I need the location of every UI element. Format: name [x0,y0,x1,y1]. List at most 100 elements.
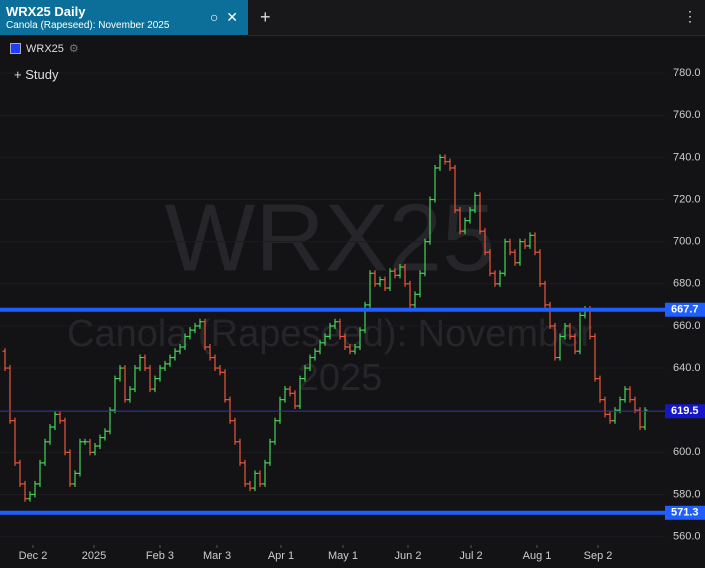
ohlc-bar [202,318,208,350]
ohlc-bar [32,480,38,498]
y-tick-label: 720.0 [673,193,701,205]
legend-symbol[interactable]: WRX25 [26,42,64,55]
ohlc-bar [77,438,83,477]
ohlc-bar [57,411,63,424]
legend[interactable]: WRX25 ⚙ [10,42,79,55]
ohlc-bar [507,238,513,256]
add-tab[interactable]: + [260,7,271,27]
legend-swatch [10,43,21,54]
ohlc-bar [487,249,493,277]
ohlc-bar [62,417,68,456]
tab-subtitle: Canola (Rapeseed): November 2025 [6,20,170,31]
top-bar [248,0,705,36]
ohlc-bar [397,263,403,279]
ohlc-bar [472,192,478,214]
ohlc-bar [332,318,338,329]
ohlc-bar [312,348,318,361]
ohlc-bar [187,327,193,340]
price-label: 667.7 [671,304,699,316]
price-label: 571.3 [671,507,699,519]
ohlc-bar [192,322,198,334]
ohlc-bar [267,438,273,466]
ohlc-bar [297,375,303,409]
ohlc-bar [227,396,233,424]
ohlc-bar [372,270,378,287]
y-tick-label: 700.0 [673,236,701,248]
ohlc-bar [167,354,173,367]
ohlc-bar [512,249,518,266]
ohlc-bar [292,390,298,409]
ohlc-bar [272,417,278,445]
ohlc-bar [527,232,533,249]
ohlc-bar [217,365,223,376]
ohlc-bar [42,438,48,466]
ohlc-bar [157,365,163,382]
ohlc-bar [232,417,238,445]
ohlc-bar [362,301,368,334]
ohlc-bar [112,375,118,414]
ohlc-bar [537,249,543,287]
ohlc-bar [407,280,413,308]
x-tick-label: Dec 2 [19,550,48,562]
ohlc-bar [592,333,598,382]
y-tick-label: 580.0 [673,488,701,500]
ohlc-bar [347,344,353,355]
ohlc-bar [72,470,78,487]
ohlc-bar [247,480,253,492]
ohlc-bar [172,348,178,361]
ohlc-bar [102,428,108,441]
menu[interactable]: ⋮ [683,8,697,24]
ohlc-bar [632,396,638,414]
chart-tab[interactable]: WRX25 Daily Canola (Rapeseed): November … [0,0,248,35]
x-tick-label: Mar 3 [203,550,231,562]
ohlc-bar [152,375,158,393]
ohlc-bar [387,268,393,292]
ohlc-bar [382,276,388,292]
y-tick-label: 640.0 [673,362,701,374]
ohlc-bar [82,438,88,445]
x-tick-label: Jul 2 [459,550,482,562]
ohlc-bar [452,164,458,214]
y-tick-label: 780.0 [673,67,701,79]
ohlc-bar [412,291,418,308]
ohlc-bar [607,411,613,424]
y-tick-label: 560.0 [673,530,701,542]
ohlc-bar [277,396,283,424]
ohlc-bar [87,438,93,456]
ohlc-bar [342,333,348,350]
ohlc-bar [307,354,313,372]
ohlc-bar [357,327,363,350]
ohlc-bar [547,301,553,329]
ohlc-bar [237,438,243,466]
ohlc-bar [567,322,573,340]
study-label[interactable]: Study [25,67,59,82]
settings-icon[interactable]: ⚙ [68,43,79,55]
ohlc-bar [92,443,98,456]
x-tick-label: May 1 [328,550,358,562]
study-button[interactable]: + Study [14,67,59,82]
ohlc-bar [207,344,213,361]
ohlc-bar [127,386,133,403]
ohlc-bar [117,365,123,382]
ohlc-bar [617,396,623,414]
ohlc-bar [627,386,633,403]
ohlc-bar [317,339,323,355]
ohlc-bar [182,333,188,350]
ohlc-bar [302,365,308,382]
ohlc-bar [327,322,333,340]
tab-title[interactable]: WRX25 Daily [6,4,86,19]
y-tick-label: 680.0 [673,278,701,290]
ohlc-bar [262,459,268,487]
ohlc-bar [482,228,488,256]
ohlc-bar [612,407,618,424]
ohlc-bar [597,375,603,403]
ohlc-bar [7,365,13,424]
x-tick-label: Feb 3 [146,550,174,562]
ohlc-bar [437,154,443,171]
y-tick-label: 740.0 [673,151,701,163]
ohlc-bar [442,154,448,165]
tab-icons[interactable]: ○ ✕ [210,9,238,25]
price-label-bg [665,404,705,419]
ohlc-bar [177,344,183,355]
